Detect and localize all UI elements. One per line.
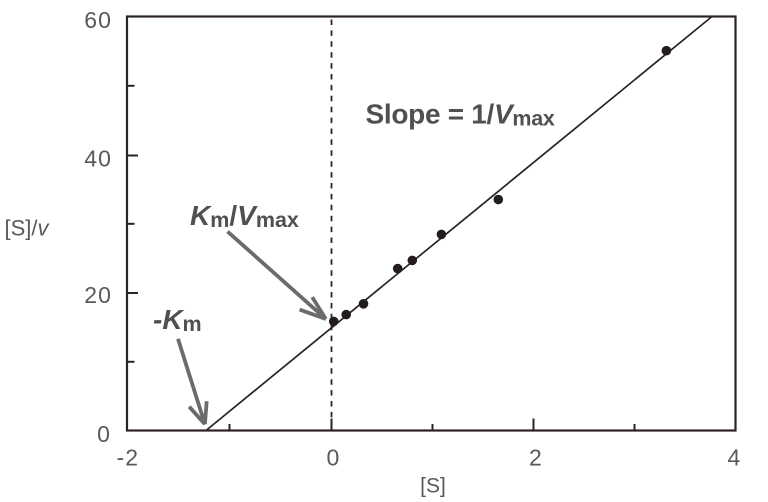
svg-text:-2: -2 — [116, 445, 139, 471]
svg-text:[S]/v: [S]/v — [5, 215, 51, 240]
svg-text:40: 40 — [84, 146, 112, 172]
svg-text:[S]: [S] — [420, 475, 446, 498]
svg-text:60: 60 — [84, 7, 112, 33]
svg-text:2: 2 — [529, 445, 543, 471]
svg-text:0: 0 — [327, 445, 341, 471]
svg-text:-Km: -Km — [153, 304, 202, 336]
svg-text:0: 0 — [97, 421, 111, 447]
svg-text:4: 4 — [728, 445, 742, 471]
svg-text:20: 20 — [84, 282, 112, 308]
svg-text:Slope = 1/Vmax: Slope = 1/Vmax — [366, 98, 555, 130]
svg-text:Km/Vmax: Km/Vmax — [190, 200, 299, 232]
